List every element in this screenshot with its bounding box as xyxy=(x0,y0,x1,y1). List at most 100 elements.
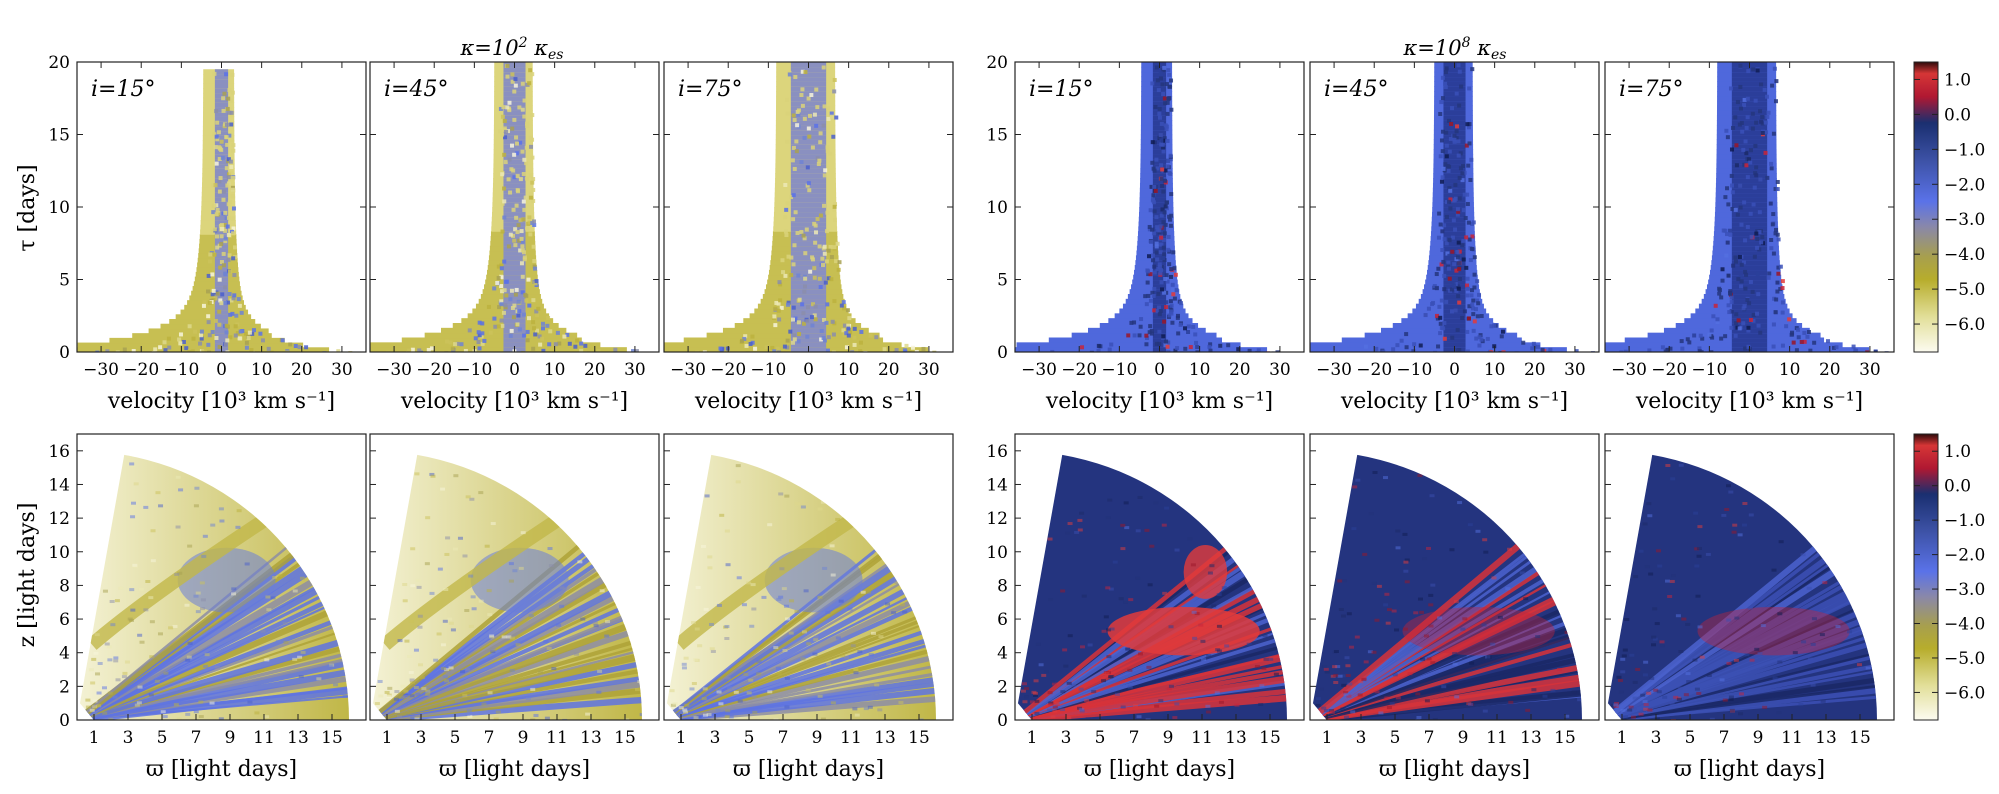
top-panel-4: −30 −20 −10 0 10 20 30 0 5 10 15 20 i=15° velocity [1… xyxy=(986,53,1305,414)
x-tick-label: −30 xyxy=(83,360,119,380)
x-tick-label: 9 xyxy=(225,728,236,748)
top-panel-2: −30 −20 −10 0 10 20 30 i=45° velocity [10³ km s⁻… xyxy=(369,61,660,414)
colorbar-tick-label: −4.0 xyxy=(1944,615,1985,635)
x-tick-label: 9 xyxy=(518,728,529,748)
x-tick-label: 0 xyxy=(509,360,520,380)
bottom-xlabel: ϖ [light days] xyxy=(439,757,590,782)
x-tick-label: 20 xyxy=(1229,360,1251,380)
bottom-panel-3-image xyxy=(666,454,936,720)
bottom-xlabel: ϖ [light days] xyxy=(733,757,884,782)
x-tick-label: −30 xyxy=(1316,360,1352,380)
x-tick-label: 11 xyxy=(1486,728,1508,748)
x-tick-label: 11 xyxy=(546,728,568,748)
bottom-panel-3-frame xyxy=(663,433,954,721)
bottom-panel-6-image xyxy=(1607,454,1877,720)
x-tick-label: 20 xyxy=(1819,360,1841,380)
colorbar-tick-label: −5.0 xyxy=(1944,280,1985,300)
x-tick-label: 0 xyxy=(216,360,227,380)
x-tick-label: −30 xyxy=(670,360,706,380)
top-xlabel: velocity [10³ km s⁻¹] xyxy=(400,389,628,414)
x-tick-label: 13 xyxy=(1815,728,1837,748)
colorbar-tick-label: −6.0 xyxy=(1944,315,1985,335)
colorbar-top: 1.0 0.0 −1.0 −2.0 −3.0 −4.0 −5.0 −6.0 xyxy=(1913,61,1985,353)
x-tick-label: 30 xyxy=(1269,360,1291,380)
x-tick-label: 11 xyxy=(253,728,275,748)
x-tick-label: −10 xyxy=(1396,360,1432,380)
x-tick-label: 5 xyxy=(157,728,168,748)
bottom-panel-3: 1 3 5 7 9 11 13 15ϖ [light days] xyxy=(663,433,954,782)
y-tick-label: 16 xyxy=(48,442,70,462)
colorbar-tick-label: 1.0 xyxy=(1944,442,1971,462)
bottom-panel-6-frame xyxy=(1604,433,1895,721)
y-tick-label: 0 xyxy=(59,343,70,363)
x-tick-label: 13 xyxy=(580,728,602,748)
x-tick-label: 9 xyxy=(1753,728,1764,748)
y-tick-label: 16 xyxy=(986,442,1008,462)
x-tick-label: 1 xyxy=(1617,728,1628,748)
top-xlabel: velocity [10³ km s⁻¹] xyxy=(1635,389,1863,414)
y-tick-label: 6 xyxy=(59,610,70,630)
x-tick-label: −20 xyxy=(710,360,746,380)
top-panel-6: −30 −20 −10 0 10 20 30 i=75° velocity [10³ km s⁻… xyxy=(1604,61,1895,414)
colorbar-tick-label: 0.0 xyxy=(1944,477,1971,497)
bottom-panel-4-image xyxy=(1017,454,1287,720)
x-tick-label: 11 xyxy=(1781,728,1803,748)
x-tick-label: 15 xyxy=(1554,728,1576,748)
x-tick-label: −30 xyxy=(1611,360,1647,380)
x-tick-label: 5 xyxy=(1390,728,1401,748)
y-tick-label: 10 xyxy=(48,543,70,563)
bottom-panel-6: 1 3 5 7 9 11 13 15ϖ [light days] xyxy=(1604,433,1895,782)
bottom-panel-4-frame xyxy=(1014,433,1305,721)
x-tick-label: 1 xyxy=(89,728,100,748)
x-tick-label: 1 xyxy=(1027,728,1038,748)
x-tick-label: 20 xyxy=(1524,360,1546,380)
bottom-panel-2: 1 3 5 7 9 11 13 15ϖ [light days] xyxy=(369,433,660,782)
colorbar-tick-label: −3.0 xyxy=(1944,210,1985,230)
x-tick-label: 30 xyxy=(331,360,353,380)
y-tick-label: 0 xyxy=(997,711,1008,731)
top-panel-3-image xyxy=(664,62,944,352)
inclination-label: i=15° xyxy=(1029,77,1093,102)
x-tick-label: −20 xyxy=(416,360,452,380)
x-tick-label: 11 xyxy=(840,728,862,748)
colorbar-tick-label: −1.0 xyxy=(1944,140,1985,160)
colorbar-tick-label: −5.0 xyxy=(1944,649,1985,669)
colorbar-tick-label: −2.0 xyxy=(1944,175,1985,195)
colorbar-top-bar xyxy=(1913,61,1939,353)
x-tick-label: 1 xyxy=(382,728,393,748)
top-panel-3: −30 −20 −10 0 10 20 30 i=75° velocity [10³ km s⁻… xyxy=(663,61,954,414)
y-tick-label: 4 xyxy=(997,644,1008,664)
x-tick-label: 3 xyxy=(710,728,721,748)
y-tick-label: 14 xyxy=(48,475,70,495)
x-tick-label: 15 xyxy=(1849,728,1871,748)
x-tick-label: 7 xyxy=(191,728,202,748)
y-tick-label: 10 xyxy=(986,543,1008,563)
y-tick-label: 5 xyxy=(997,271,1008,291)
x-tick-label: 15 xyxy=(614,728,636,748)
y-tick-label: 0 xyxy=(997,343,1008,363)
x-tick-label: 5 xyxy=(450,728,461,748)
top-panel-1-image xyxy=(77,69,361,352)
colorbar-tick-label: −4.0 xyxy=(1944,245,1985,265)
x-tick-label: 15 xyxy=(321,728,343,748)
x-tick-label: −20 xyxy=(1061,360,1097,380)
x-tick-label: 9 xyxy=(1163,728,1174,748)
x-tick-label: 10 xyxy=(838,360,860,380)
colorbar-bottom: 1.0 0.0 −1.0 −2.0 −3.0 −4.0 −5.0 −6.0 xyxy=(1913,433,1985,721)
top-xlabel: velocity [10³ km s⁻¹] xyxy=(1340,389,1568,414)
group-title-right: κ=108 κes xyxy=(1403,35,1507,63)
colorbar-tick-label: −2.0 xyxy=(1944,546,1985,566)
x-tick-label: 30 xyxy=(918,360,940,380)
y-tick-label: 0 xyxy=(59,711,70,731)
bottom-xlabel: ϖ [light days] xyxy=(1084,757,1235,782)
x-tick-label: 3 xyxy=(416,728,427,748)
x-tick-label: 1 xyxy=(1322,728,1333,748)
x-tick-label: 20 xyxy=(878,360,900,380)
x-tick-label: 13 xyxy=(874,728,896,748)
colorbar-tick-label: 0.0 xyxy=(1944,105,1971,125)
top-ylabel: τ [days] xyxy=(15,164,40,251)
x-tick-label: 9 xyxy=(1458,728,1469,748)
